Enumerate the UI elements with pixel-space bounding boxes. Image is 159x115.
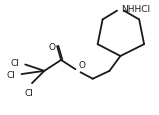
- Text: Cl: Cl: [7, 71, 16, 80]
- Text: O: O: [79, 60, 86, 69]
- Text: Cl: Cl: [24, 88, 33, 97]
- Text: NHHCl: NHHCl: [121, 5, 151, 14]
- Text: Cl: Cl: [11, 59, 20, 68]
- Text: O: O: [48, 42, 55, 51]
